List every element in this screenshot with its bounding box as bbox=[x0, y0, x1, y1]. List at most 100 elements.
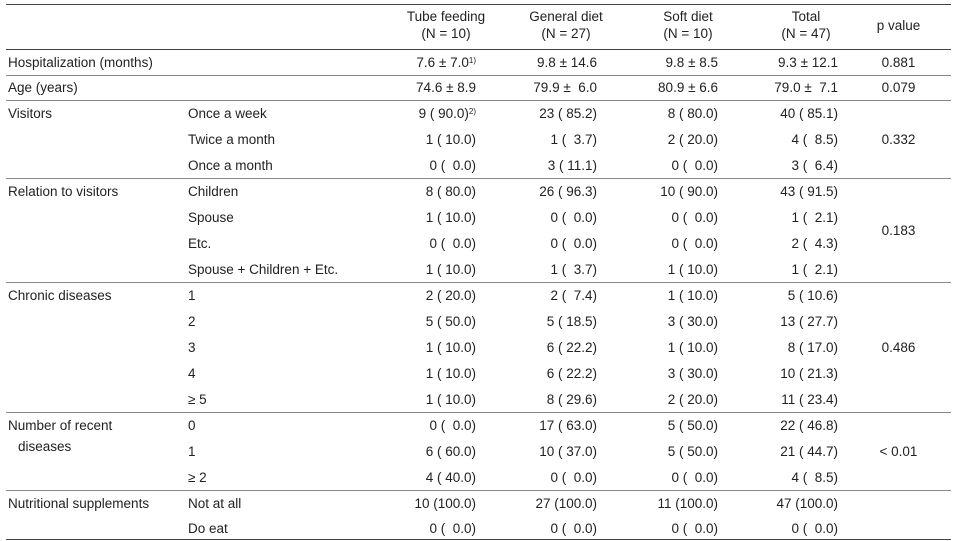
cell-general: 26 ( 96.3) bbox=[539, 184, 597, 199]
table-row: 4 1 ( 10.0) 6 ( 22.2) 3 ( 30.0) 10 ( 21.… bbox=[6, 361, 951, 386]
row-sublabel: 0 bbox=[188, 418, 196, 433]
cell-general: 10 ( 37.0) bbox=[539, 444, 597, 459]
cell-total: 21 ( 44.7) bbox=[780, 444, 838, 459]
row-sublabel: ≥ 5 bbox=[188, 392, 207, 407]
table-bottom-rule bbox=[6, 539, 951, 540]
row-rule bbox=[6, 100, 951, 101]
cell-tube: 0 ( 0.0) bbox=[429, 418, 476, 433]
table-row: 3 1 ( 10.0) 6 ( 22.2) 1 ( 10.0) 8 ( 17.0… bbox=[6, 335, 951, 360]
cell-general: 6 ( 22.2) bbox=[546, 340, 597, 355]
row-sublabel: 4 bbox=[188, 366, 196, 381]
group-label: Number of recent bbox=[8, 418, 113, 433]
cell-p-value: 0.183 bbox=[881, 223, 916, 238]
footnote-marker: 1) bbox=[468, 56, 476, 65]
cell-general: 0 ( 0.0) bbox=[550, 470, 597, 485]
cell-p-value: < 0.01 bbox=[879, 444, 918, 459]
table-row: Relation to visitors Children 8 ( 80.0) … bbox=[6, 179, 951, 204]
group-label-continued: diseases bbox=[18, 439, 72, 454]
cell-general: 3 ( 11.1) bbox=[547, 158, 597, 173]
cell-tube: 1 ( 10.0) bbox=[425, 132, 476, 147]
row-sublabel: 1 bbox=[188, 444, 196, 459]
row-sublabel: Do eat bbox=[188, 521, 228, 536]
table-row: 1 6 ( 60.0) 10 ( 37.0) 5 ( 50.0) 21 ( 44… bbox=[6, 439, 951, 464]
cell-total: 79.0 ± 7.1 bbox=[774, 80, 838, 95]
header-general-diet-n: (N = 27) bbox=[541, 26, 591, 41]
cell-tube: 1 ( 10.0) bbox=[425, 340, 476, 355]
table-row: Age (years) 74.6 ± 8.9 79.9 ± 6.0 80.9 ±… bbox=[6, 75, 951, 100]
header-tube-feeding-label: Tube feeding bbox=[406, 9, 486, 24]
cell-tube: 0 ( 0.0) bbox=[429, 521, 476, 536]
cell-tube: 1 ( 10.0) bbox=[425, 366, 476, 381]
cell-general: 1 ( 3.7) bbox=[550, 132, 597, 147]
row-sublabel: ≥ 2 bbox=[188, 470, 207, 485]
cell-tube-value: 9 ( 90.0) bbox=[418, 106, 469, 121]
cell-general: 17 ( 63.0) bbox=[539, 418, 597, 433]
table-row: ≥ 5 1 ( 10.0) 8 ( 29.6) 2 ( 20.0) 11 ( 2… bbox=[6, 387, 951, 412]
cell-total: 11 ( 23.4) bbox=[781, 392, 838, 407]
cell-p-value: 0.332 bbox=[881, 132, 916, 147]
row-label: Hospitalization (months) bbox=[8, 55, 153, 70]
cell-soft: 5 ( 50.0) bbox=[667, 418, 718, 433]
row-sublabel: 3 bbox=[188, 340, 196, 355]
cell-general: 79.9 ± 6.0 bbox=[533, 80, 597, 95]
cell-tube: 0 ( 0.0) bbox=[429, 236, 476, 251]
cell-soft: 80.9 ± 6.6 bbox=[658, 80, 718, 95]
table-row: Once a month 0 ( 0.0) 3 ( 11.1) 0 ( 0.0)… bbox=[6, 153, 951, 178]
cell-soft: 0 ( 0.0) bbox=[671, 210, 718, 225]
header-soft-diet: Soft diet (N = 10) bbox=[628, 8, 748, 42]
row-sublabel: 1 bbox=[188, 288, 196, 303]
cell-general: 9.8 ± 14.6 bbox=[537, 55, 597, 70]
cell-total: 2 ( 4.3) bbox=[791, 236, 838, 251]
cell-total: 4 ( 8.5) bbox=[791, 132, 838, 147]
group-rule bbox=[6, 282, 951, 283]
cell-tube-value: 7.6 ± 7.0 bbox=[416, 55, 469, 70]
group-label: Nutritional supplements bbox=[8, 496, 150, 511]
cell-soft: 2 ( 20.0) bbox=[667, 132, 718, 147]
cell-general: 0 ( 0.0) bbox=[550, 236, 597, 251]
cell-soft: 9.8 ± 8.5 bbox=[665, 55, 718, 70]
cell-tube: 5 ( 50.0) bbox=[425, 314, 476, 329]
cell-general: 23 ( 85.2) bbox=[539, 106, 597, 121]
table-row: Hospitalization (months) 7.6 ± 7.01) 9.8… bbox=[6, 50, 951, 75]
cell-soft: 5 ( 50.0) bbox=[667, 444, 718, 459]
cell-soft: 2 ( 20.0) bbox=[667, 392, 718, 407]
cell-soft: 1 ( 10.0) bbox=[667, 340, 718, 355]
cell-tube: 74.6 ± 8.9 bbox=[416, 80, 476, 95]
cell-general: 8 ( 29.6) bbox=[546, 392, 597, 407]
cell-tube: 9 ( 90.0)2) bbox=[419, 101, 476, 126]
cell-general: 2 ( 7.4) bbox=[550, 288, 597, 303]
cell-tube: 6 ( 60.0) bbox=[425, 444, 476, 459]
table-row: Spouse 1 ( 10.0) 0 ( 0.0) 0 ( 0.0) 1 ( 2… bbox=[6, 205, 951, 230]
row-sublabel: Children bbox=[188, 184, 239, 199]
cell-tube: 7.6 ± 7.01) bbox=[416, 50, 476, 75]
cell-total: 0 ( 0.0) bbox=[791, 521, 838, 536]
cell-total: 13 ( 27.7) bbox=[780, 314, 838, 329]
cell-tube: 0 ( 0.0) bbox=[429, 158, 476, 173]
row-sublabel: Once a month bbox=[188, 158, 273, 173]
cell-soft: 3 ( 30.0) bbox=[667, 366, 718, 381]
header-tube-feeding-n: (N = 10) bbox=[421, 26, 471, 41]
header-general-diet: General diet (N = 27) bbox=[506, 8, 626, 42]
cell-tube: 1 ( 10.0) bbox=[425, 392, 476, 407]
cell-total: 22 ( 46.8) bbox=[780, 418, 838, 433]
cell-total: 5 ( 10.6) bbox=[787, 288, 838, 303]
cell-general: 0 ( 0.0) bbox=[550, 521, 597, 536]
cell-tube: 1 ( 10.0) bbox=[425, 262, 476, 277]
table-row: Number of recent 0 0 ( 0.0) 17 ( 63.0) 5… bbox=[6, 413, 951, 438]
cell-soft: 0 ( 0.0) bbox=[671, 521, 718, 536]
cell-p-value: 0.881 bbox=[881, 55, 916, 70]
cell-total: 4 ( 8.5) bbox=[791, 470, 838, 485]
row-sublabel: Spouse bbox=[188, 210, 234, 225]
row-sublabel: Not at all bbox=[188, 496, 242, 511]
cell-general: 0 ( 0.0) bbox=[550, 210, 597, 225]
header-general-diet-label: General diet bbox=[529, 9, 603, 24]
row-rule bbox=[6, 75, 951, 76]
cell-soft: 0 ( 0.0) bbox=[671, 470, 718, 485]
header-total: Total (N = 47) bbox=[746, 8, 866, 42]
table-row: Nutritional supplements Not at all 10 (1… bbox=[6, 491, 951, 516]
header-tube-feeding: Tube feeding (N = 10) bbox=[386, 8, 506, 42]
row-sublabel: Etc. bbox=[188, 236, 212, 251]
row-sublabel: Once a week bbox=[188, 106, 267, 121]
cell-soft: 3 ( 30.0) bbox=[667, 314, 718, 329]
table-row: 2 5 ( 50.0) 5 ( 18.5) 3 ( 30.0) 13 ( 27.… bbox=[6, 309, 951, 334]
